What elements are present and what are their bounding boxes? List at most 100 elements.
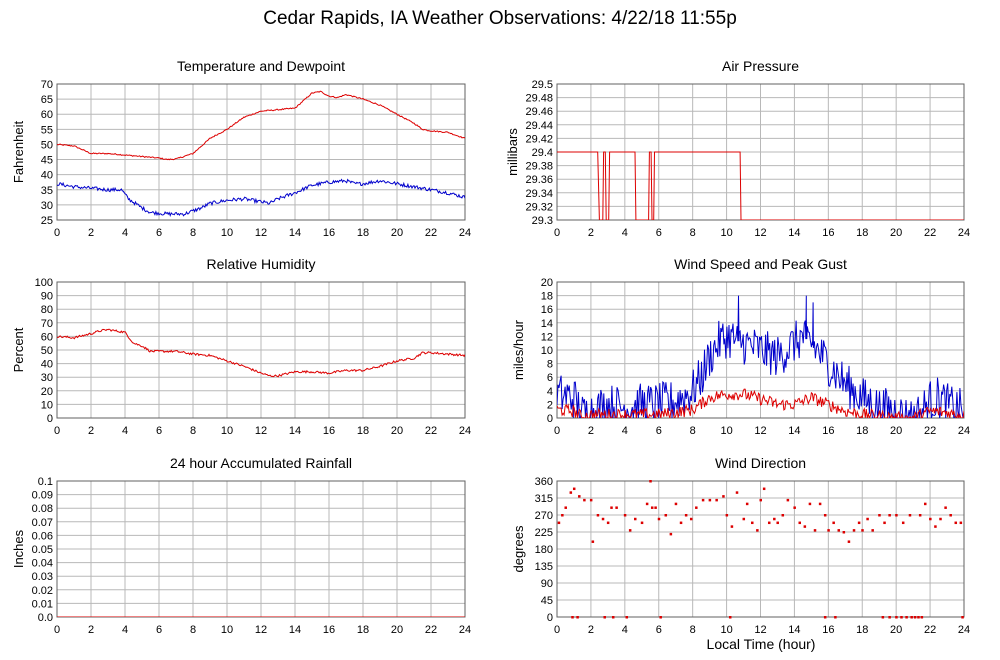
x-tick-label: 8 xyxy=(690,227,696,239)
data-point xyxy=(583,498,586,502)
y-axis-label: millibars xyxy=(505,128,520,176)
x-axis-label: Local Time (hour) xyxy=(706,636,816,652)
chart-temp: Temperature and Dewpoint2530354045505560… xyxy=(11,58,471,239)
data-point xyxy=(735,491,739,494)
x-tick-label: 8 xyxy=(190,624,196,636)
x-tick-label: 4 xyxy=(122,425,128,437)
y-tick-label: 29.32 xyxy=(525,201,553,213)
x-tick-label: 12 xyxy=(754,227,766,239)
y-tick-label: 100 xyxy=(35,277,53,289)
plot-frame xyxy=(56,281,466,419)
data-point xyxy=(827,529,830,532)
data-point xyxy=(954,521,958,525)
x-tick-label: 14 xyxy=(289,425,301,437)
y-tick-label: 315 xyxy=(535,493,553,505)
data-point xyxy=(569,491,573,494)
x-tick-label: 20 xyxy=(391,227,403,239)
y-tick-label: 29.44 xyxy=(525,120,553,132)
x-tick-label: 22 xyxy=(425,227,437,239)
y-tick-label: 0.01 xyxy=(32,598,53,610)
x-tick-label: 2 xyxy=(588,624,594,636)
x-tick-label: 14 xyxy=(289,227,301,239)
chart-title: Air Pressure xyxy=(722,58,799,74)
x-tick-label: 10 xyxy=(720,227,732,239)
data-point xyxy=(623,514,627,517)
x-tick-label: 12 xyxy=(255,624,267,636)
data-point xyxy=(564,506,567,509)
y-axis-label: Inches xyxy=(11,529,26,568)
y-tick-label: 29.5 xyxy=(532,79,553,91)
x-tick-label: 20 xyxy=(391,425,403,437)
data-point xyxy=(561,514,564,517)
x-tick-label: 20 xyxy=(890,227,902,239)
x-tick-label: 6 xyxy=(656,425,662,437)
x-tick-label: 0 xyxy=(554,624,560,636)
x-tick-label: 4 xyxy=(122,624,128,636)
data-point xyxy=(808,502,812,506)
x-tick-label: 12 xyxy=(754,624,766,636)
data-point xyxy=(742,517,746,521)
data-point xyxy=(842,531,846,534)
x-tick-label: 16 xyxy=(822,227,834,239)
x-tick-label: 22 xyxy=(425,425,437,437)
chart-rh: Relative Humidity01020304050607080901000… xyxy=(11,256,471,437)
x-tick-label: 18 xyxy=(357,624,369,636)
data-point xyxy=(603,616,606,619)
data-point xyxy=(834,616,837,619)
x-tick-label: 6 xyxy=(156,624,162,636)
data-point xyxy=(669,532,673,536)
y-tick-label: 50 xyxy=(41,139,53,151)
y-tick-label: 20 xyxy=(541,277,553,289)
y-tick-label: 90 xyxy=(41,291,53,303)
chart-title: Wind Speed and Peak Gust xyxy=(674,256,847,272)
data-point xyxy=(684,514,688,517)
y-tick-label: 20 xyxy=(41,386,53,398)
data-point xyxy=(657,517,661,521)
y-tick-label: 0 xyxy=(547,612,553,624)
data-point xyxy=(649,480,652,483)
data-point xyxy=(572,487,576,491)
x-tick-label: 14 xyxy=(788,227,800,239)
x-tick-label: 16 xyxy=(323,624,335,636)
y-tick-label: 8 xyxy=(547,359,553,371)
chart-rain: 24 hour Accumulated Rainfall 0.0 0.010.02 0… xyxy=(11,455,471,636)
data-point xyxy=(895,514,898,517)
data-point xyxy=(923,502,927,506)
y-tick-label: 29.4 xyxy=(532,147,553,159)
y-axis-label: Percent xyxy=(11,327,26,372)
x-tick-label: 10 xyxy=(720,624,732,636)
x-tick-label: 4 xyxy=(622,624,628,636)
x-tick-label: 24 xyxy=(459,227,471,239)
data-point xyxy=(695,506,698,509)
chart-title: Wind Direction xyxy=(715,455,806,471)
x-tick-label: 0 xyxy=(54,425,60,437)
page-title: Cedar Rapids, IA Weather Observations: 4… xyxy=(263,8,737,29)
chart-title: 24 hour Accumulated Rainfall xyxy=(170,455,352,471)
x-tick-label: 0 xyxy=(554,227,560,239)
x-tick-label: 10 xyxy=(221,425,233,437)
data-point xyxy=(756,529,759,532)
data-point xyxy=(606,521,610,525)
y-axis-label: miles/hour xyxy=(511,319,526,380)
data-point xyxy=(659,616,662,619)
series-line xyxy=(57,90,465,161)
x-tick-label: 6 xyxy=(156,227,162,239)
x-tick-label: 24 xyxy=(958,425,970,437)
data-point xyxy=(881,616,885,619)
y-tick-label: 0.03 xyxy=(32,571,53,583)
data-point xyxy=(934,525,937,528)
x-tick-label: 8 xyxy=(690,624,696,636)
data-point xyxy=(847,540,851,543)
data-point xyxy=(759,498,762,502)
plot-frame xyxy=(556,281,965,419)
data-point xyxy=(634,517,637,521)
data-point xyxy=(664,514,668,517)
data-point xyxy=(959,521,963,525)
y-tick-label: 0.08 xyxy=(32,503,53,515)
data-point xyxy=(728,616,732,619)
x-tick-label: 10 xyxy=(221,624,233,636)
data-point xyxy=(793,506,796,509)
data-point xyxy=(611,616,615,619)
